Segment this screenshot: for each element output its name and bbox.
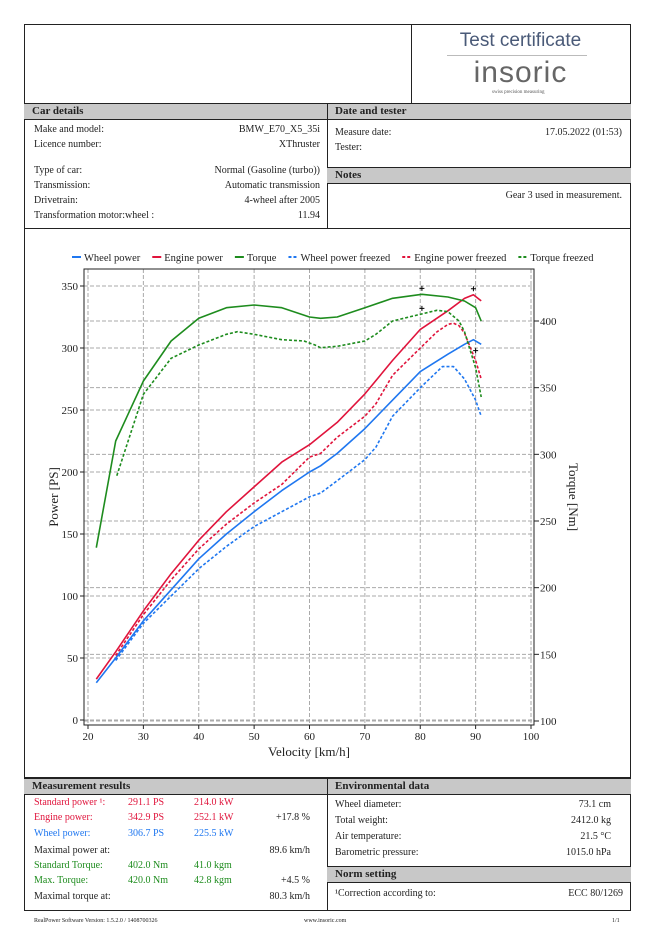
x-tick-label: 90 — [470, 731, 482, 743]
series-line-wheel-power — [95, 338, 482, 684]
x-axis-label: Velocity [km/h] — [268, 744, 350, 759]
legend-item: Torque freezed — [530, 253, 594, 264]
y-tick-label: 50 — [67, 653, 79, 665]
y-tick-label: 200 — [62, 467, 79, 479]
x-tick-label: 60 — [304, 731, 316, 743]
y2-tick-label: 250 — [540, 516, 557, 528]
y2-tick-label: 150 — [540, 649, 557, 661]
result-extra: +4.5 % — [281, 875, 310, 886]
environment-row: Total weight: 2412.0 kg — [335, 815, 611, 826]
legend-item: Engine power freezed — [414, 253, 507, 264]
y2-axis-label: Torque [Nm] — [566, 463, 581, 531]
y-tick-label: 0 — [73, 715, 79, 727]
date-tester-row: Measure date: 17.05.2022 (01:53) — [335, 127, 622, 138]
car-detail-row: Type of car: Normal (Gasoline (turbo)) — [34, 165, 320, 176]
result-extra: +17.8 % — [276, 812, 310, 823]
environment-row: Barometric pressure: 1015.0 hPa — [335, 847, 611, 858]
legend-item: Wheel power — [84, 253, 141, 264]
insoric-logo: insoric — [473, 56, 568, 89]
norm-row: ¹Correction according to: ECC 80/1269 — [335, 888, 623, 899]
car-detail-row: Drivetrain: 4-wheel after 2005 — [34, 195, 320, 206]
max-marker — [473, 348, 479, 354]
date-tester-row: Tester: — [335, 142, 363, 153]
x-tick-label: 20 — [83, 731, 95, 743]
software-version: RealPower Software Version: 1.5.2.0 / 14… — [34, 918, 158, 924]
y2-tick-label: 300 — [540, 449, 557, 461]
logo-tagline: swiss precision measuring — [492, 90, 545, 95]
notes-text: Gear 3 used in measurement. — [505, 190, 622, 201]
page-number: 1/1 — [612, 918, 620, 924]
page-frame — [24, 24, 631, 911]
series-line-wheel-power-freezed — [115, 365, 482, 661]
website-link[interactable]: www.insoric.com — [304, 918, 347, 924]
x-tick-label: 50 — [249, 731, 261, 743]
y2-tick-label: 200 — [540, 583, 557, 595]
y-tick-label: 150 — [62, 529, 79, 541]
x-tick-label: 70 — [359, 731, 371, 743]
series-line-engine-power — [95, 294, 482, 680]
y-tick-label: 250 — [62, 405, 79, 417]
series-line-torque — [95, 293, 482, 548]
notes-header: Notes — [327, 167, 631, 184]
car-detail-row: Transmission: Automatic transmission — [34, 180, 320, 191]
legend-item: Wheel power freezed — [300, 253, 391, 264]
result-extra: 80.3 km/h — [269, 891, 310, 902]
certificate-title: Test certificate — [459, 30, 582, 51]
y2-tick-label: 350 — [540, 383, 557, 395]
norm-header: Norm setting — [327, 866, 631, 883]
y-tick-label: 300 — [62, 343, 79, 355]
x-tick-label: 40 — [193, 731, 205, 743]
y-tick-label: 350 — [62, 281, 79, 293]
car-detail-row: Licence number: XThruster — [34, 139, 320, 150]
car-detail-row: Transformation motor:wheel :11.94 — [34, 210, 320, 221]
series-line-torque-freezed — [116, 309, 482, 476]
max-marker — [419, 305, 425, 311]
environment-row: Air temperature: 21.5 °C — [335, 831, 611, 842]
result-extra: 89.6 km/h — [269, 845, 310, 856]
legend-item: Engine power — [164, 253, 223, 264]
y2-tick-label: 400 — [540, 316, 557, 328]
x-tick-label: 100 — [523, 731, 540, 743]
max-marker — [419, 285, 425, 291]
y-tick-label: 100 — [62, 591, 79, 603]
x-tick-label: 80 — [415, 731, 427, 743]
environment-row: Wheel diameter: 73.1 cm — [335, 799, 611, 810]
legend-item: Torque — [247, 253, 277, 264]
power-torque-chart: 20 30 40 50 60 70 80 90 100 0 50 100 150 200 250 300 350… — [46, 253, 594, 759]
y-axis-label: Power [PS] — [46, 467, 61, 527]
y2-tick-label: 100 — [540, 716, 557, 728]
series-line-engine-power-freezed — [115, 322, 482, 656]
x-tick-label: 30 — [138, 731, 150, 743]
max-marker — [470, 286, 476, 292]
car-detail-row: Make and model: BMW_E70_X5_35i — [34, 124, 320, 135]
